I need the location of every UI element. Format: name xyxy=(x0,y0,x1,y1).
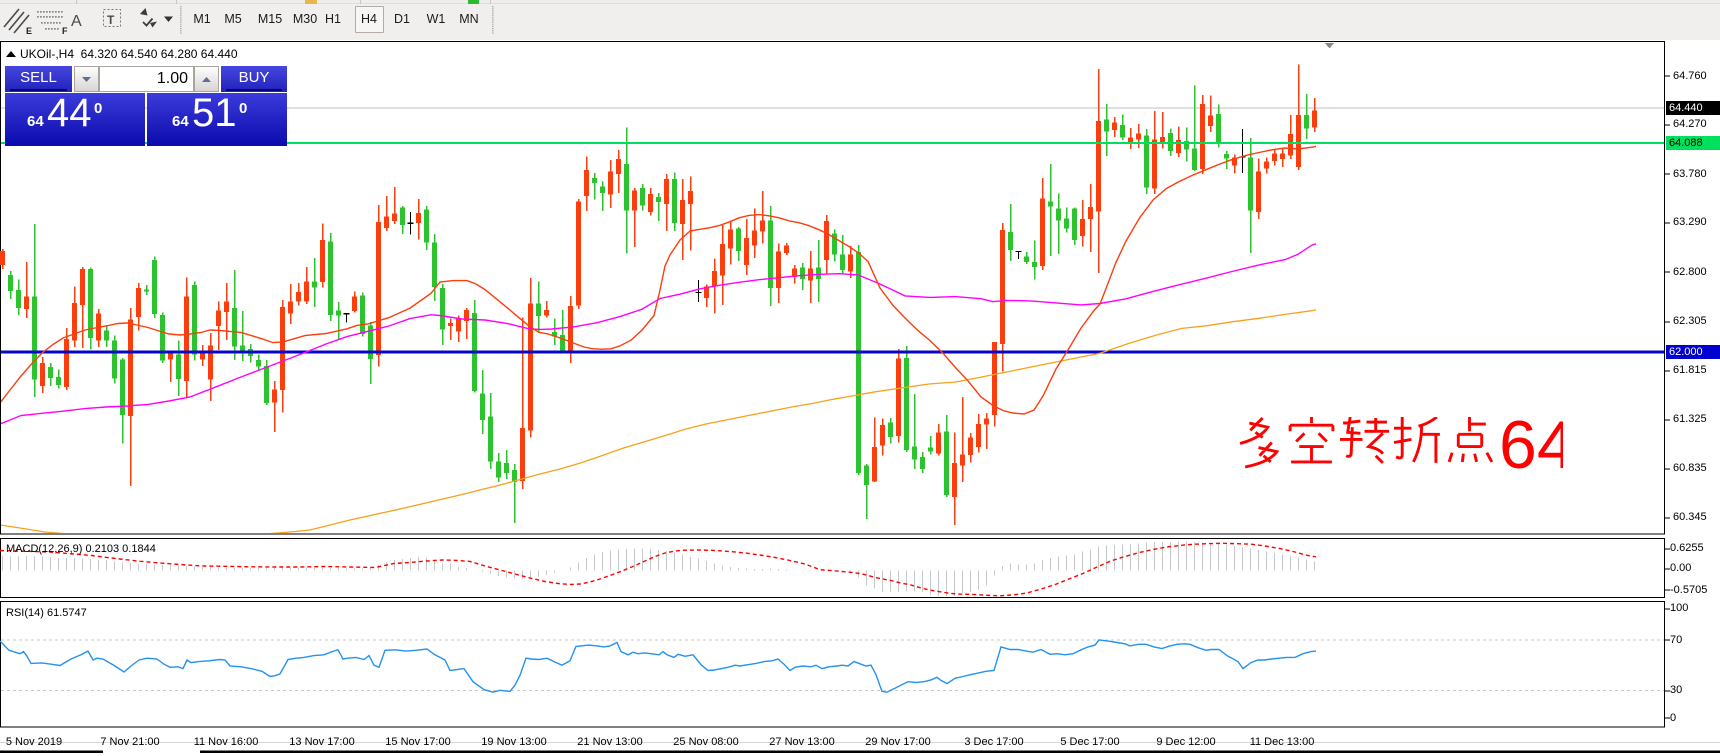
svg-text:T: T xyxy=(107,13,115,27)
svg-text:E: E xyxy=(26,26,32,36)
svg-text:F: F xyxy=(62,26,68,36)
svg-text:A: A xyxy=(71,13,82,30)
svg-text:64: 64 xyxy=(1499,417,1563,475)
